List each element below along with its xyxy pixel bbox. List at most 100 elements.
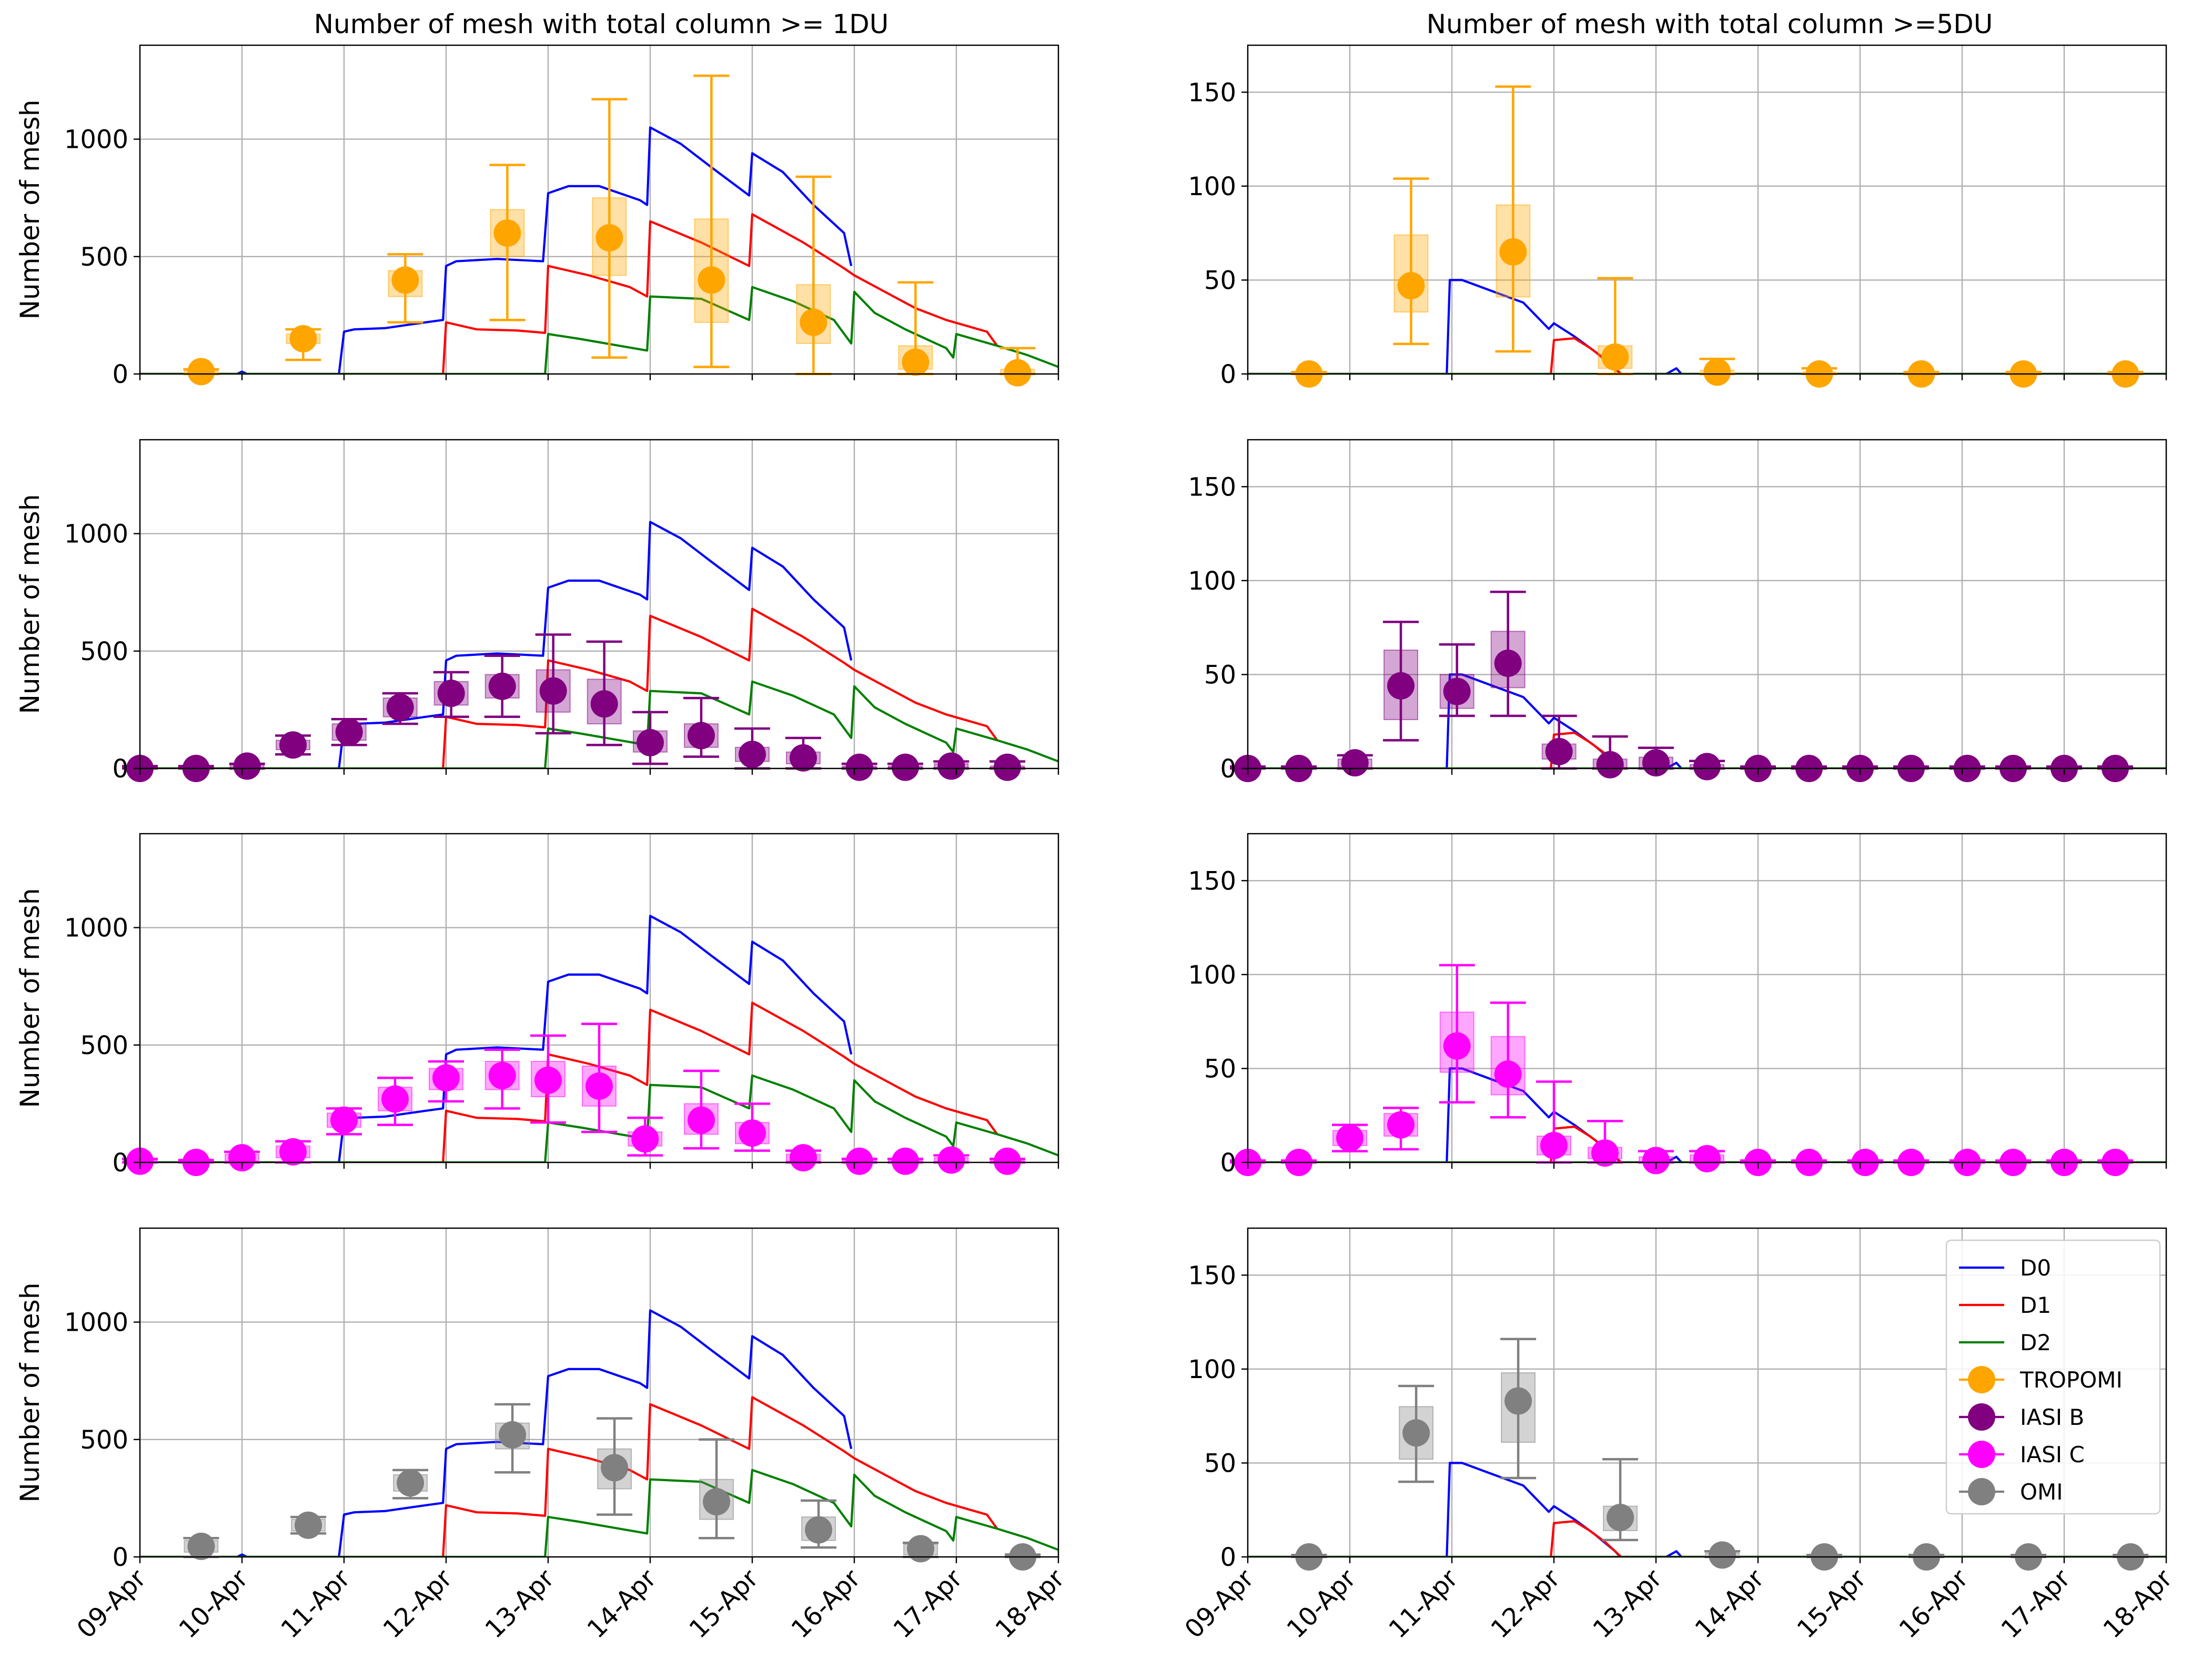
y-tick-label: 100: [1188, 566, 1236, 596]
data-point-iasi-b: [1387, 672, 1415, 700]
data-point-omi: [1504, 1387, 1532, 1415]
axes-frame: [1247, 833, 2167, 1163]
y-tick-label: 500: [80, 1031, 128, 1060]
y-tick-label: 50: [1204, 1054, 1236, 1084]
series-line-d1: [140, 608, 998, 768]
data-point-iasi-c: [432, 1064, 460, 1092]
data-point-iasi-b: [845, 753, 873, 781]
axes-frame: [139, 439, 1059, 770]
data-point-iasi-b: [539, 677, 567, 705]
y-tick-label: 1000: [64, 1308, 128, 1338]
y-tick-label: 500: [80, 637, 128, 666]
y-tick-label: 1000: [64, 520, 128, 549]
data-point-iasi-c: [330, 1106, 358, 1134]
data-point-omi: [187, 1532, 215, 1560]
series-line-d0: [1248, 279, 2166, 374]
axes-frame: [1247, 1227, 2167, 1558]
data-point-iasi-b: [1545, 737, 1573, 765]
y-axis-label: Number of mesh: [15, 888, 45, 1108]
data-point-omi: [805, 1516, 833, 1544]
panel-3-left: 0 500 1000 Number of mesh: [15, 833, 1059, 1178]
data-point-iasi-c: [994, 1147, 1021, 1175]
data-point-tropomi: [902, 348, 930, 376]
data-point-iasi-b: [1494, 650, 1522, 677]
data-point-iasi-b: [386, 693, 414, 721]
data-point-iasi-b: [688, 722, 715, 750]
data-point-omi: [1607, 1504, 1634, 1531]
y-tick-label: 150: [1188, 78, 1236, 107]
y-tick-label: 150: [1188, 472, 1236, 502]
y-tick-label: 0: [1220, 1543, 1236, 1572]
series-line-d1: [1248, 1520, 2166, 1557]
legend-label: OMI: [2020, 1479, 2063, 1505]
panel-2-right: 0 50 100 150: [1188, 439, 2167, 784]
series-line-d2: [140, 1469, 1058, 1557]
legend-label: IASI C: [2020, 1442, 2085, 1467]
y-tick-label: 0: [112, 360, 128, 389]
legend-label: TROPOMI: [2019, 1367, 2123, 1393]
series-line-d1: [140, 1001, 998, 1162]
legend-label: D2: [2020, 1330, 2051, 1355]
y-tick-label: 50: [1204, 1449, 1236, 1478]
data-point-omi: [703, 1488, 731, 1516]
legend-label: D1: [2020, 1292, 2051, 1318]
data-point-iasi-b: [1443, 677, 1471, 705]
data-point-iasi-b: [233, 752, 261, 780]
data-point-iasi-c: [937, 1146, 965, 1174]
legend-label: D0: [2020, 1255, 2051, 1281]
data-point-iasi-b: [488, 672, 516, 700]
data-point-iasi-c: [631, 1125, 659, 1153]
y-tick-label: 100: [1188, 172, 1236, 201]
axes-frame: [1247, 44, 2167, 375]
data-point-iasi-c: [688, 1106, 715, 1134]
y-tick-label: 50: [1204, 266, 1236, 295]
data-point-iasi-b: [1642, 749, 1670, 777]
data-point-iasi-c: [585, 1072, 613, 1100]
data-point-iasi-b: [937, 752, 965, 780]
y-tick-label: 1000: [64, 914, 128, 943]
legend-frame: [1945, 1239, 2161, 1515]
legend: D0 D1 D2 TROPOMI IASI B IASI C OMI: [1945, 1239, 2161, 1515]
axes-frame: [1247, 439, 2167, 770]
data-point-iasi-c: [488, 1061, 516, 1089]
data-point-iasi-b: [437, 680, 465, 707]
data-point-tropomi: [698, 266, 725, 294]
data-point-tropomi: [1499, 238, 1527, 266]
legend-label: IASI B: [2020, 1404, 2084, 1430]
data-point-tropomi: [391, 266, 419, 294]
series-line-d1: [1248, 337, 2166, 374]
data-point-omi: [1402, 1419, 1430, 1447]
data-point-omi: [601, 1454, 629, 1482]
data-point-iasi-c: [228, 1144, 256, 1172]
legend-swatch-marker: [1968, 1478, 1995, 1505]
data-point-iasi-b: [892, 753, 919, 781]
data-point-iasi-c: [790, 1144, 817, 1172]
data-point-omi: [907, 1535, 935, 1563]
series-line-d1: [140, 1396, 998, 1557]
data-point-iasi-c: [1540, 1131, 1568, 1159]
series-line-d0: [140, 126, 853, 374]
panel-3-right: 0 50 100 150: [1188, 833, 2167, 1178]
y-tick-label: 1000: [64, 125, 128, 155]
y-tick-label: 0: [1220, 360, 1236, 389]
legend-swatch-marker: [1968, 1366, 1995, 1393]
data-point-tropomi: [1004, 359, 1032, 387]
y-tick-label: 100: [1188, 960, 1236, 990]
data-point-iasi-b: [637, 728, 664, 756]
axes-frame: [139, 833, 1059, 1163]
data-point-iasi-c: [845, 1147, 873, 1175]
data-point-iasi-b: [1596, 751, 1624, 778]
data-point-iasi-c: [279, 1138, 307, 1166]
data-point-iasi-c: [1693, 1145, 1721, 1172]
y-tick-label: 100: [1188, 1355, 1236, 1384]
data-point-iasi-b: [1341, 749, 1369, 777]
series-line-d1: [140, 213, 998, 374]
series-line-d2: [140, 680, 1058, 768]
data-point-omi: [1709, 1541, 1736, 1569]
data-point-iasi-b: [1693, 753, 1721, 781]
data-point-iasi-b: [790, 744, 817, 772]
data-point-iasi-c: [1642, 1147, 1670, 1175]
y-tick-label: 0: [1220, 754, 1236, 784]
data-point-iasi-b: [279, 731, 307, 759]
